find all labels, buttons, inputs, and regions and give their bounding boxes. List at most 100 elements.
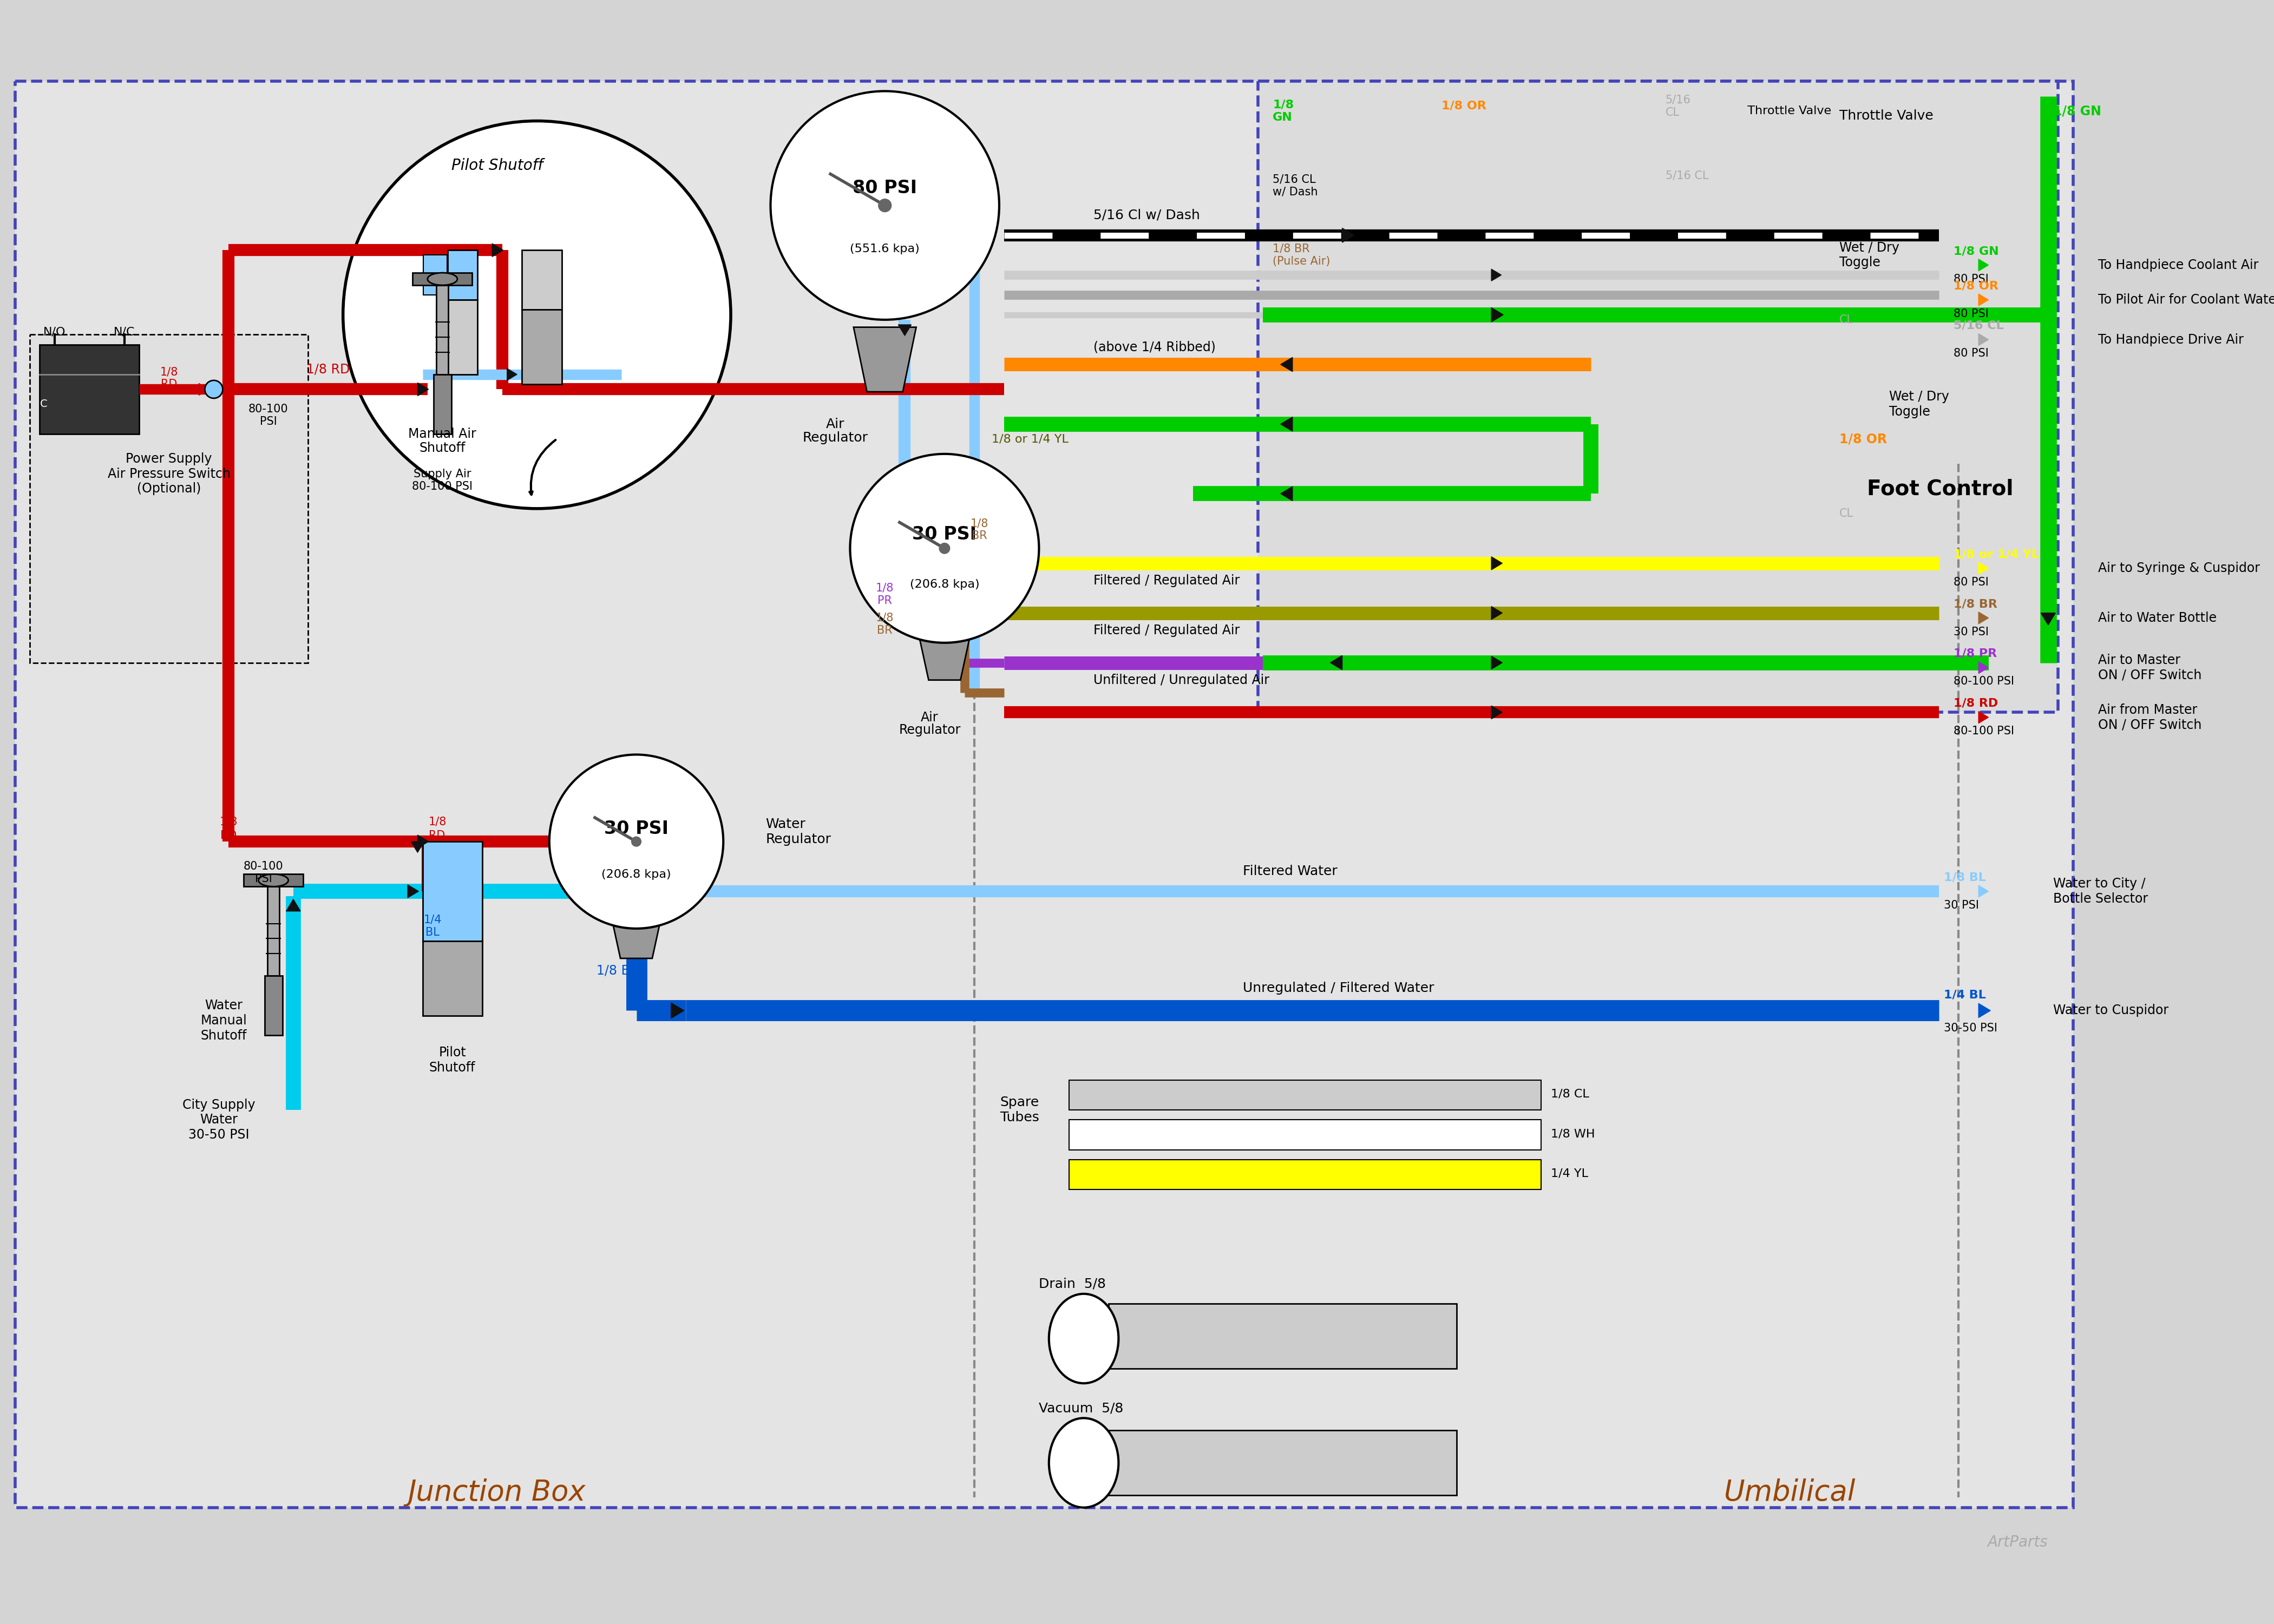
Polygon shape bbox=[609, 903, 664, 958]
Text: PR: PR bbox=[878, 594, 891, 606]
Polygon shape bbox=[1978, 885, 1987, 896]
Circle shape bbox=[632, 836, 641, 846]
Text: Filtered / Regulated Air: Filtered / Regulated Air bbox=[1094, 624, 1239, 637]
Text: Air to Syringe & Cuspidor: Air to Syringe & Cuspidor bbox=[2099, 562, 2260, 575]
Text: Water to Cuspidor: Water to Cuspidor bbox=[2053, 1004, 2169, 1017]
Bar bbox=[434, 375, 450, 434]
Ellipse shape bbox=[259, 874, 289, 887]
Text: 5/16
CL: 5/16 CL bbox=[1665, 94, 1692, 117]
Text: Air to Master
ON / OFF Switch: Air to Master ON / OFF Switch bbox=[2099, 653, 2201, 682]
Text: Umbilical: Umbilical bbox=[1724, 1478, 1856, 1507]
Bar bbox=[39, 344, 139, 434]
Text: Pilot Shutoff: Pilot Shutoff bbox=[450, 158, 543, 174]
Text: 80-100 PSI: 80-100 PSI bbox=[1953, 726, 2015, 737]
Text: Unregulated / Filtered Water: Unregulated / Filtered Water bbox=[1244, 981, 1435, 994]
Text: BR: BR bbox=[971, 531, 987, 541]
Polygon shape bbox=[898, 325, 912, 336]
Text: 80 PSI: 80 PSI bbox=[1953, 273, 1990, 284]
Polygon shape bbox=[1978, 1004, 1990, 1018]
Text: RD: RD bbox=[428, 830, 446, 841]
Circle shape bbox=[878, 198, 891, 213]
Circle shape bbox=[939, 542, 951, 554]
Text: 1/8 BR: 1/8 BR bbox=[1953, 599, 1997, 609]
Polygon shape bbox=[2042, 612, 2056, 625]
Text: Regulator: Regulator bbox=[803, 432, 869, 445]
Bar bbox=[1110, 1431, 1458, 1496]
Text: 1/8 OR: 1/8 OR bbox=[1840, 432, 1887, 445]
Ellipse shape bbox=[1048, 1294, 1119, 1384]
Circle shape bbox=[550, 755, 723, 929]
Polygon shape bbox=[287, 900, 300, 911]
Text: 1/8: 1/8 bbox=[875, 612, 894, 624]
Ellipse shape bbox=[1048, 1418, 1119, 1507]
Text: RD: RD bbox=[221, 830, 236, 841]
Polygon shape bbox=[1342, 227, 1353, 242]
Text: 1/8 CL: 1/8 CL bbox=[1551, 1088, 1590, 1099]
Text: To Handpiece Coolant Air: To Handpiece Coolant Air bbox=[2099, 258, 2258, 271]
Text: 1/8 PR: 1/8 PR bbox=[1953, 648, 1997, 659]
Text: Spare
Tubes: Spare Tubes bbox=[1001, 1096, 1039, 1124]
Polygon shape bbox=[418, 383, 428, 396]
Bar bbox=[30, 335, 309, 663]
Text: Supply Air: Supply Air bbox=[414, 468, 471, 479]
Text: Water
Manual
Shutoff: Water Manual Shutoff bbox=[200, 999, 248, 1043]
Text: 1/4 BL: 1/4 BL bbox=[1944, 989, 1985, 1000]
Polygon shape bbox=[853, 326, 916, 391]
Polygon shape bbox=[507, 369, 516, 380]
Text: Air: Air bbox=[921, 711, 939, 724]
Text: 30 PSI: 30 PSI bbox=[1944, 900, 1978, 911]
Bar bbox=[1069, 1080, 1542, 1109]
Text: 30 PSI: 30 PSI bbox=[912, 525, 978, 542]
Bar bbox=[523, 250, 562, 310]
Text: 1/8 BR
(Pulse Air): 1/8 BR (Pulse Air) bbox=[1273, 244, 1330, 266]
Text: BR: BR bbox=[878, 625, 894, 635]
Polygon shape bbox=[1492, 307, 1503, 322]
Text: 80 PSI: 80 PSI bbox=[853, 179, 916, 197]
Text: Air from Master
ON / OFF Switch: Air from Master ON / OFF Switch bbox=[2099, 703, 2201, 731]
Text: 80 PSI: 80 PSI bbox=[1953, 577, 1990, 588]
Text: 1/8
GN: 1/8 GN bbox=[1273, 99, 1294, 123]
Polygon shape bbox=[1978, 260, 1987, 271]
Text: Drain  5/8: Drain 5/8 bbox=[1039, 1278, 1105, 1291]
Polygon shape bbox=[1978, 711, 1987, 723]
Circle shape bbox=[850, 455, 1039, 643]
Polygon shape bbox=[1492, 706, 1503, 719]
Text: Power Supply
Air Pressure Switch
(Optional): Power Supply Air Pressure Switch (Option… bbox=[107, 451, 230, 495]
Polygon shape bbox=[671, 1002, 684, 1018]
Text: 1/8 or 1/4 YL: 1/8 or 1/4 YL bbox=[1953, 549, 2040, 560]
Text: Pilot
Shutoff: Pilot Shutoff bbox=[430, 1046, 475, 1073]
Text: Air to Water Bottle: Air to Water Bottle bbox=[2099, 611, 2217, 624]
Text: 1/8 or 1/4 YL: 1/8 or 1/4 YL bbox=[991, 434, 1069, 445]
Text: 80-100: 80-100 bbox=[243, 861, 284, 872]
Bar bbox=[264, 976, 282, 1036]
Text: 1/8 OR: 1/8 OR bbox=[1442, 101, 1487, 112]
Polygon shape bbox=[1280, 357, 1292, 372]
Text: 5/16 Cl w/ Dash: 5/16 Cl w/ Dash bbox=[1094, 209, 1201, 222]
Polygon shape bbox=[1978, 333, 1987, 346]
Bar bbox=[268, 887, 280, 976]
Polygon shape bbox=[1330, 656, 1342, 669]
Text: (206.8 kpa): (206.8 kpa) bbox=[910, 578, 980, 590]
Text: CL: CL bbox=[1840, 508, 1853, 520]
Text: ArtParts: ArtParts bbox=[1987, 1535, 2049, 1549]
Text: 1/8: 1/8 bbox=[221, 817, 239, 827]
Bar bbox=[423, 255, 448, 296]
Text: Vacuum  5/8: Vacuum 5/8 bbox=[1039, 1402, 1123, 1415]
Polygon shape bbox=[1978, 612, 1987, 624]
Text: To Pilot Air for Coolant Water: To Pilot Air for Coolant Water bbox=[2099, 294, 2274, 307]
Text: Unfiltered / Unregulated Air: Unfiltered / Unregulated Air bbox=[1094, 674, 1269, 687]
Bar bbox=[1258, 81, 2058, 713]
Text: Air: Air bbox=[825, 417, 844, 430]
Text: 1/8: 1/8 bbox=[875, 583, 894, 593]
Text: Wet / Dry
Toggle: Wet / Dry Toggle bbox=[1840, 240, 1899, 270]
Polygon shape bbox=[412, 841, 425, 853]
Text: Junction Box: Junction Box bbox=[407, 1478, 587, 1507]
Text: C: C bbox=[39, 400, 48, 409]
Text: (551.6 kpa): (551.6 kpa) bbox=[850, 244, 919, 255]
Text: 1/8 OR: 1/8 OR bbox=[1953, 281, 1999, 291]
Polygon shape bbox=[1492, 270, 1501, 281]
Text: 1/8 WH: 1/8 WH bbox=[1551, 1129, 1594, 1138]
Text: Filtered / Regulated Air: Filtered / Regulated Air bbox=[1094, 575, 1239, 588]
Polygon shape bbox=[1280, 487, 1292, 500]
Text: Wet / Dry
Toggle: Wet / Dry Toggle bbox=[1890, 390, 1949, 419]
